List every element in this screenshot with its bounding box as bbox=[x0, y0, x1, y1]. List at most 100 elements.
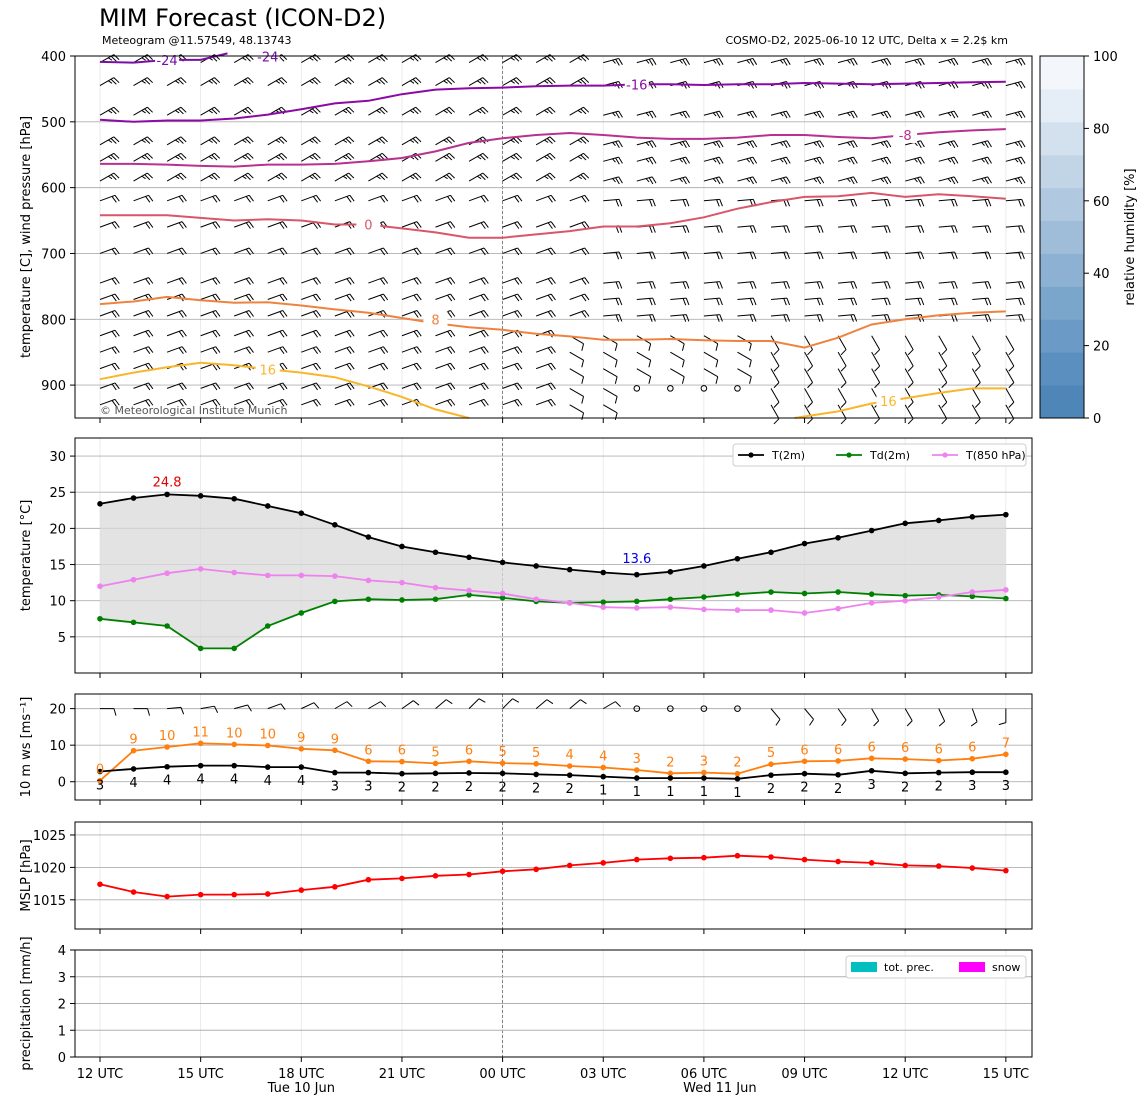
wind-barb-feather bbox=[984, 141, 989, 149]
wind-barb-feather bbox=[752, 176, 758, 184]
wind-barb-feather bbox=[850, 252, 854, 260]
wind-barb bbox=[334, 194, 351, 202]
wind-barb bbox=[737, 110, 754, 116]
wind-barb bbox=[166, 194, 183, 202]
wind-barb bbox=[200, 77, 215, 87]
wind-barb-feather bbox=[716, 314, 720, 322]
wind-barb-feather bbox=[180, 152, 187, 159]
series-point bbox=[868, 860, 875, 866]
gust-value-label: 9 bbox=[297, 731, 305, 746]
isotherm-label-bg bbox=[624, 76, 649, 93]
series-point bbox=[399, 579, 405, 586]
series-point bbox=[600, 604, 607, 610]
speed-value-label: 2 bbox=[465, 780, 473, 795]
wind-barb-feather bbox=[242, 110, 247, 114]
wind-barb bbox=[166, 277, 183, 284]
wind-barb-feather bbox=[883, 199, 888, 207]
wind-barb-feather bbox=[376, 156, 381, 160]
wind-barb-feather bbox=[953, 140, 959, 148]
series-point bbox=[902, 862, 908, 869]
wind-barb-feather bbox=[114, 247, 120, 255]
series-point bbox=[466, 587, 472, 594]
wind-barb-feather bbox=[178, 311, 184, 318]
wind-barb-feather bbox=[517, 382, 523, 390]
wind-barb bbox=[770, 281, 787, 284]
wind-barb bbox=[804, 708, 814, 720]
y-axis-label: temperature [°C] bbox=[19, 500, 34, 612]
series-point bbox=[701, 606, 707, 613]
wind-barb bbox=[200, 329, 216, 337]
wind-barb-feather bbox=[144, 154, 151, 161]
wind-barb-feather bbox=[450, 247, 456, 255]
wind-barb-feather bbox=[719, 225, 723, 233]
colorbar-band bbox=[1040, 88, 1084, 123]
wind-barb-feather bbox=[580, 138, 587, 144]
wind-barb-feather bbox=[618, 110, 623, 118]
wind-barb-feather bbox=[615, 177, 620, 185]
wind-barb-feather bbox=[773, 401, 780, 408]
series-line bbox=[99, 854, 1006, 898]
wind-barb bbox=[770, 388, 780, 403]
wind-barb-feather bbox=[345, 154, 352, 161]
wind-barb bbox=[468, 152, 484, 162]
wind-barb-feather bbox=[820, 251, 824, 260]
wind-barb-feather bbox=[346, 294, 352, 302]
day-label: Tue 10 Jun bbox=[267, 1081, 335, 1096]
wind-barb-feather bbox=[477, 110, 482, 114]
wind-barb-feather bbox=[345, 174, 352, 181]
wind-barb bbox=[301, 398, 317, 406]
wind-barb bbox=[737, 297, 754, 301]
wind-barb-feather bbox=[413, 222, 419, 229]
series-point bbox=[264, 891, 271, 897]
day-label: Wed 11 Jun bbox=[683, 1081, 756, 1096]
y-tick-label: 5 bbox=[58, 631, 66, 646]
wind-barb-feather bbox=[483, 346, 489, 353]
series-point bbox=[365, 769, 372, 776]
wind-barb-feather bbox=[409, 80, 415, 84]
wind-barb-feather bbox=[920, 110, 925, 118]
wind-barb bbox=[234, 704, 248, 710]
wind-barb bbox=[401, 77, 417, 87]
wind-barb-feather bbox=[550, 362, 556, 370]
x-tick-label: 12 UTC bbox=[77, 1067, 123, 1082]
wind-barb bbox=[401, 247, 418, 254]
wind-barb-feather bbox=[746, 142, 751, 147]
wind-barb bbox=[267, 703, 282, 710]
wind-barb-feather bbox=[380, 363, 386, 371]
wind-barb-feather bbox=[853, 140, 858, 148]
wind-barb bbox=[334, 293, 351, 300]
series-point bbox=[969, 755, 976, 762]
wind-barb bbox=[569, 277, 585, 284]
isotherm-label: -24 bbox=[257, 51, 278, 66]
wind-barb bbox=[703, 176, 720, 182]
speed-value-label: 2 bbox=[532, 781, 540, 796]
wind-barb-feather bbox=[853, 297, 858, 306]
x-tick-label: 00 UTC bbox=[479, 1067, 525, 1082]
wind-barb-feather bbox=[314, 136, 321, 143]
wind-barb bbox=[267, 329, 283, 337]
wind-barb-feather bbox=[984, 225, 989, 233]
wind-barb bbox=[569, 293, 585, 300]
wind-barb-feather bbox=[314, 172, 321, 179]
wind-barb bbox=[535, 221, 552, 228]
wind-barb-feather bbox=[212, 331, 218, 338]
wind-barb bbox=[401, 329, 418, 337]
wind-barb-feather bbox=[984, 281, 989, 289]
wind-barb-feather bbox=[175, 110, 180, 114]
wind-barb-feather bbox=[212, 363, 218, 371]
wind-barb bbox=[737, 251, 754, 254]
y-tick-label: 3 bbox=[58, 971, 66, 986]
wind-barb-feather bbox=[480, 331, 486, 338]
wind-barb-feather bbox=[145, 222, 151, 229]
gust-value-label: 11 bbox=[192, 725, 209, 740]
wind-barb bbox=[871, 251, 888, 254]
wind-barb-feather bbox=[712, 112, 717, 117]
wind-barb-feather bbox=[450, 221, 456, 228]
wind-barb bbox=[938, 404, 948, 419]
wind-barb-feather bbox=[245, 311, 251, 318]
wind-barb bbox=[502, 398, 518, 406]
wind-barb-feather bbox=[951, 199, 955, 207]
wind-barb-feather bbox=[920, 281, 925, 289]
series-point bbox=[499, 770, 506, 777]
axes-frame bbox=[74, 949, 1033, 1058]
